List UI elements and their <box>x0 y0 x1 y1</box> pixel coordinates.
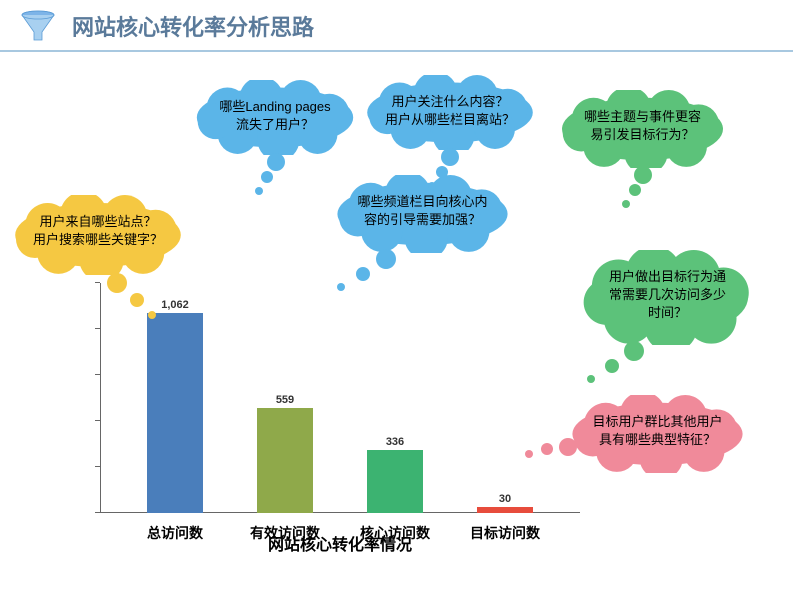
bar-2: 336核心访问数 <box>367 436 423 513</box>
bar-value: 559 <box>276 394 294 406</box>
chart-title: 网站核心转化率情况 <box>100 531 580 555</box>
bar-3: 30目标访问数 <box>477 493 533 513</box>
thought-bubble-b4: 哪些频道栏目向核心内容的引导需要加强？ <box>330 175 515 253</box>
thought-dot <box>267 153 285 171</box>
thought-bubble-b2: 哪些Landing pages流失了用户？ <box>190 80 360 155</box>
bar-0: 1,062总访问数 <box>147 299 203 513</box>
bubble-text: 用户来自哪些站点？用户搜索哪些关键字？ <box>8 195 188 267</box>
thought-dot <box>525 450 533 458</box>
thought-bubble-b6: 用户做出目标行为通常需要几次访问多少时间？ <box>580 250 755 345</box>
bar-1: 559有效访问数 <box>257 394 313 513</box>
header: 网站核心转化率分析思路 <box>0 0 793 52</box>
bar-rect <box>477 507 533 513</box>
thought-dot <box>255 187 263 195</box>
thought-bubble-b7: 目标用户群比其他用户具有哪些典型特征？ <box>565 395 750 473</box>
thought-dot <box>261 171 273 183</box>
bar-value: 336 <box>386 436 404 448</box>
bubble-text: 哪些Landing pages流失了用户？ <box>190 80 360 152</box>
bars-container: 1,062总访问数 559有效访问数 336核心访问数 30目标访问数 <box>100 283 580 513</box>
bar-chart: 1,062总访问数 559有效访问数 336核心访问数 30目标访问数 网站核心转化率… <box>100 273 620 553</box>
thought-bubble-b1: 用户来自哪些站点？用户搜索哪些关键字？ <box>8 195 188 275</box>
thought-bubble-b5: 哪些主题与事件更容易引发目标行为？ <box>555 90 730 168</box>
thought-dot <box>622 200 630 208</box>
page-title: 网站核心转化率分析思路 <box>72 10 314 42</box>
thought-dot <box>356 267 370 281</box>
bubble-text: 哪些频道栏目向核心内容的引导需要加强？ <box>330 175 515 247</box>
bar-value: 30 <box>499 493 511 505</box>
thought-dot <box>376 249 396 269</box>
thought-dot <box>587 375 595 383</box>
bar-rect <box>147 313 203 513</box>
thought-dot <box>624 341 644 361</box>
bar-rect <box>257 408 313 513</box>
bubble-text: 目标用户群比其他用户具有哪些典型特征？ <box>565 395 750 467</box>
thought-dot <box>441 148 459 166</box>
funnel-icon <box>20 10 56 42</box>
thought-dot <box>634 166 652 184</box>
thought-dot <box>107 273 127 293</box>
bubble-text: 用户做出目标行为通常需要几次访问多少时间？ <box>580 250 755 341</box>
thought-dot <box>605 359 619 373</box>
bubble-text: 哪些主题与事件更容易引发目标行为？ <box>555 90 730 162</box>
bubble-text: 用户关注什么内容？用户从哪些栏目离站？ <box>360 75 540 147</box>
thought-bubble-b3: 用户关注什么内容？用户从哪些栏目离站？ <box>360 75 540 150</box>
bar-rect <box>367 450 423 513</box>
bar-value: 1,062 <box>161 299 189 311</box>
thought-dot <box>629 184 641 196</box>
